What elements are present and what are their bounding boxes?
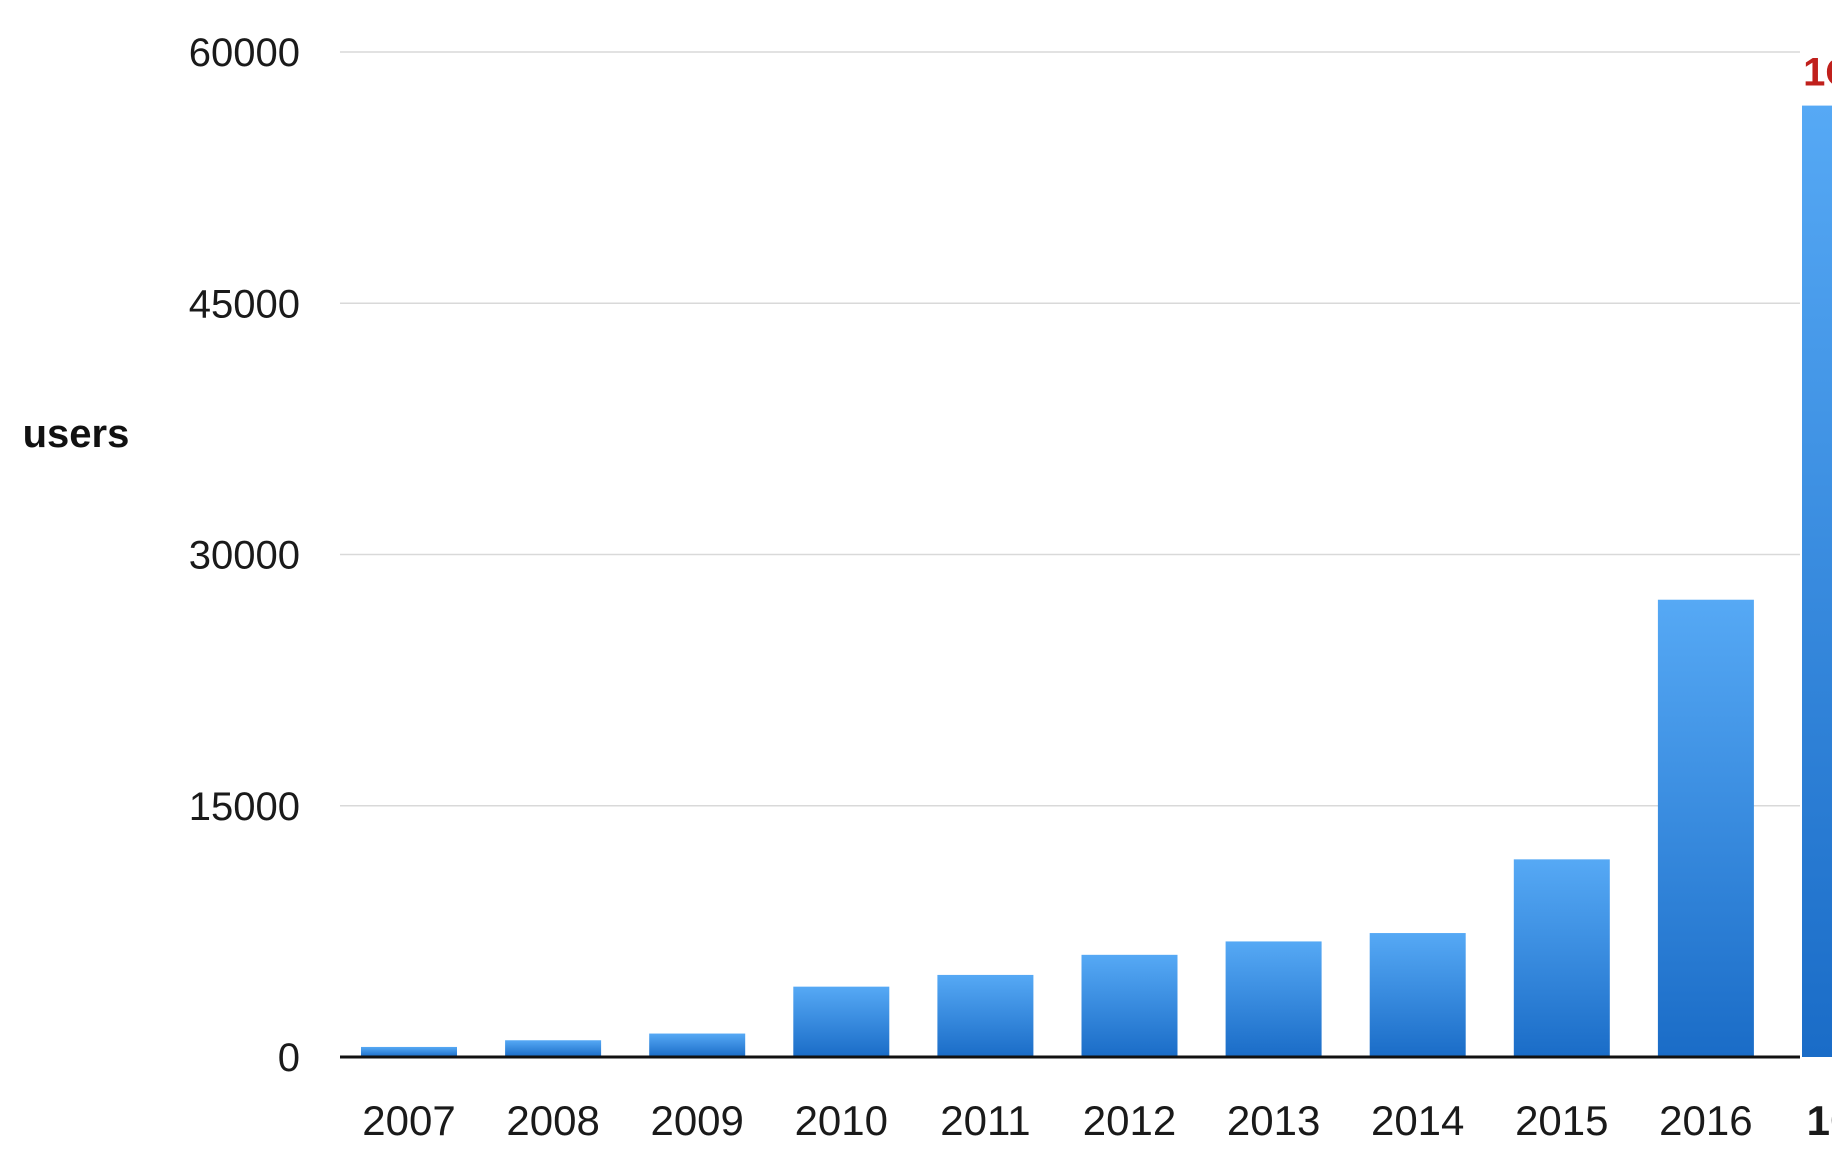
- x-tick-label: 1Q17: [1807, 1097, 1832, 1144]
- y-axis-ticks: 0 15000 30000 45000 60000: [189, 31, 300, 1080]
- bar-2013: [1225, 941, 1322, 1057]
- y-tick-label: 0: [278, 1036, 300, 1080]
- y-tick-label: 30000: [189, 534, 300, 578]
- x-tick-label: 2013: [1227, 1097, 1320, 1144]
- bar-2011: [937, 974, 1034, 1057]
- x-tick-label: 2010: [795, 1097, 888, 1144]
- x-tick-label: 2015: [1515, 1097, 1608, 1144]
- x-tick-label: 2008: [506, 1097, 599, 1144]
- annotations: 1Q17: [1803, 51, 1832, 95]
- bar-2012: [1081, 954, 1178, 1057]
- bar-annotation: 1Q17: [1803, 51, 1832, 95]
- bar-2016: [1657, 599, 1754, 1057]
- bars: [361, 105, 1832, 1058]
- bar-2009: [649, 1033, 746, 1057]
- bar-2007: [361, 1046, 457, 1057]
- bar-2008: [505, 1040, 602, 1057]
- x-tick-label: 2012: [1083, 1097, 1176, 1144]
- bar-2014: [1369, 933, 1466, 1057]
- y-tick-label: 60000: [189, 31, 300, 75]
- y-tick-label: 15000: [189, 785, 300, 829]
- bar-1q17: [1802, 105, 1832, 1058]
- bar-2010: [793, 986, 890, 1057]
- x-axis-labels: 2007 2008 2009 2010 2011 2012 2013 2014 2015 2016…: [362, 1097, 1832, 1144]
- x-tick-label: 2007: [362, 1097, 455, 1144]
- gridlines: [340, 51, 1800, 807]
- x-tick-label: 2011: [940, 1097, 1030, 1144]
- y-axis-title: users: [23, 412, 130, 456]
- bar-2015: [1513, 859, 1610, 1057]
- y-tick-label: 45000: [189, 282, 300, 326]
- x-tick-label: 2014: [1371, 1097, 1464, 1144]
- x-tick-label: 2016: [1659, 1097, 1752, 1144]
- x-tick-label: 2009: [650, 1097, 743, 1144]
